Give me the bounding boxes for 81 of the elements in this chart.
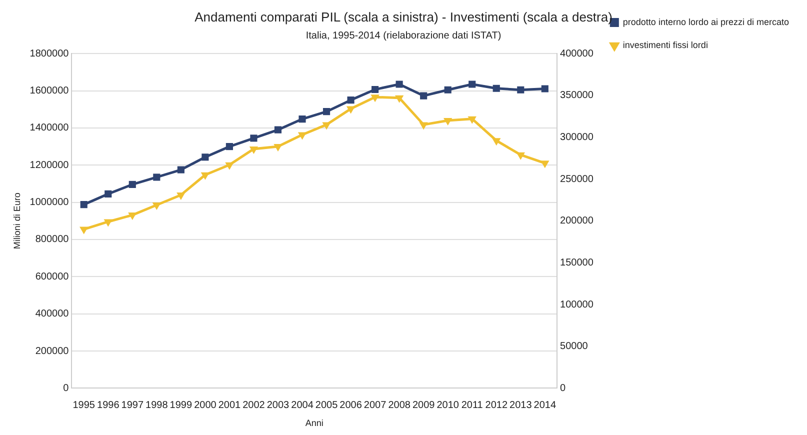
x-tick-label: 1996 (97, 400, 120, 411)
point (177, 166, 184, 174)
point (394, 95, 404, 103)
point (250, 134, 258, 142)
x-tick-label: 2009 (412, 400, 436, 411)
legend-label: investimenti fissi lordi (622, 40, 708, 50)
point (104, 190, 112, 198)
point (541, 85, 548, 92)
x-tick-label: 1999 (170, 400, 192, 411)
x-tick-label: 1995 (72, 400, 96, 411)
point (322, 108, 330, 116)
x-tick-label: 2002 (242, 400, 266, 411)
x-tick-label: 2000 (194, 400, 217, 411)
point (492, 84, 500, 92)
x-axis-title: Anni (305, 418, 324, 428)
y2-tick-label: 350000 (560, 90, 594, 102)
point (322, 122, 331, 130)
point (225, 162, 234, 170)
y-tick-label: 1000000 (30, 197, 70, 208)
point (202, 154, 209, 161)
point (226, 143, 233, 150)
y2-tick-label: 0 (560, 382, 566, 394)
y2-tick-label: 300000 (560, 132, 594, 143)
point (274, 144, 282, 152)
x-tick-label: 1998 (146, 400, 168, 411)
x-tick-label: 2001 (218, 400, 242, 411)
y-tick-label: 200000 (35, 346, 70, 357)
x-tick-label: 2010 (436, 400, 460, 411)
point (153, 174, 160, 181)
legend-label: prodotto interno lordo ai prezzi di mercato (622, 16, 790, 27)
x-tick-label: 2012 (485, 400, 508, 411)
y-tick-label: 400000 (35, 308, 70, 320)
y2-tick-label: 150000 (560, 257, 594, 268)
point (420, 92, 428, 100)
y-tick-label: 1800000 (30, 48, 70, 60)
y-tick-label: 1200000 (30, 160, 70, 171)
y-tick-label: 1600000 (30, 86, 70, 97)
point (176, 192, 186, 200)
point (517, 86, 524, 94)
x-tick-label: 2013 (510, 400, 532, 411)
y2-tick-label: 100000 (560, 299, 594, 310)
point (396, 80, 403, 88)
y2-tick-label: 250000 (560, 174, 594, 185)
y-tick-label: 800000 (35, 234, 70, 246)
x-tick-label: 2006 (340, 400, 362, 411)
point (540, 160, 550, 168)
y2-tick-label: 400000 (560, 48, 594, 60)
point (370, 94, 380, 102)
point (419, 122, 428, 130)
point (347, 96, 354, 104)
point (274, 126, 282, 134)
point (128, 180, 136, 188)
x-tick-label: 2005 (315, 400, 338, 411)
y-tick-label: 600000 (35, 271, 70, 282)
point (298, 116, 306, 123)
y-tick-label: 0 (63, 382, 70, 394)
x-tick-label: 2007 (364, 400, 387, 411)
point (80, 226, 88, 234)
chart-title: Andamenti comparati PIL (scala a sinistra) - Investimenti (scala a destra) (194, 9, 612, 24)
point (80, 201, 88, 208)
point (468, 116, 476, 124)
point (200, 172, 210, 180)
x-tick-label: 2014 (534, 400, 556, 411)
y-tick-label: 1400000 (30, 122, 70, 134)
point (492, 138, 501, 146)
point (104, 219, 112, 227)
y-axis-title: Milioni di Euro (12, 192, 22, 250)
y2-tick-label: 200000 (560, 216, 594, 227)
point (249, 146, 258, 154)
x-tick-label: 2008 (388, 400, 411, 411)
y2-tick-label: 50000 (560, 341, 588, 352)
chart-subtitle: Italia, 1995-2014 (rielaborazione dati ISTAT) (306, 30, 502, 42)
x-tick-label: 2003 (266, 400, 290, 411)
point (468, 80, 476, 88)
point (444, 86, 452, 94)
x-tick-label: 1997 (121, 400, 144, 411)
point (444, 118, 452, 126)
point (372, 86, 379, 94)
x-tick-label: 2011 (461, 400, 484, 411)
point (516, 152, 525, 160)
x-tick-label: 2004 (291, 400, 314, 411)
